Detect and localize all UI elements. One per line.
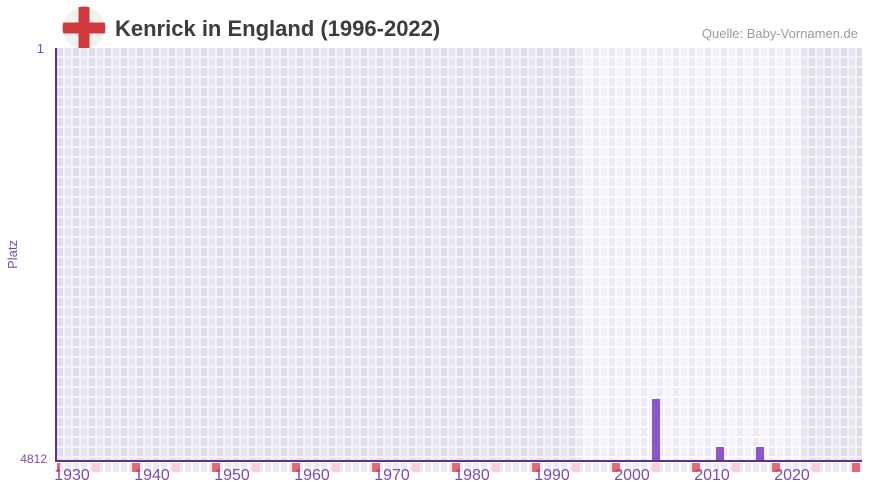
baseline-marker-red (692, 463, 700, 472)
x-tick-2020: 2020 (774, 467, 810, 484)
baseline-marker-pink (412, 463, 420, 472)
rank-bar-2011 (716, 447, 724, 460)
england-flag-icon (62, 6, 106, 50)
rank-bar-2003 (652, 399, 660, 460)
baseline-marker-red (132, 463, 140, 472)
baseline-marker-pink (652, 463, 660, 472)
x-axis-tick-labels: 1930 1940 1950 1960 1970 1980 1990 2000 2010 2020 (0, 467, 873, 489)
baseline-marker-row (57, 463, 862, 472)
baseline-marker-pink (732, 463, 740, 472)
baseline-marker-pink (172, 463, 180, 472)
x-tick-1980: 1980 (454, 467, 490, 484)
y-axis-line (55, 48, 57, 462)
x-tick-1970: 1970 (374, 467, 410, 484)
baseline-marker-red (57, 463, 60, 472)
baseline-marker-pink (332, 463, 340, 472)
x-tick-1930: 1930 (54, 467, 90, 484)
baseline-marker-pink (492, 463, 500, 472)
baseline-marker-red (772, 463, 780, 472)
x-tick-1950: 1950 (214, 467, 250, 484)
baseline-marker-red (212, 463, 220, 472)
source-credit: Quelle: Baby-Vornamen.de (701, 26, 858, 41)
x-tick-1960: 1960 (294, 467, 330, 484)
y-axis-label: Platz (4, 239, 20, 269)
x-tick-1990: 1990 (534, 467, 570, 484)
baseline-marker-red (612, 463, 620, 472)
rank-bar-2016 (756, 447, 764, 460)
baseline-marker-red (452, 463, 460, 472)
y-tick-top: 1 (36, 41, 44, 56)
baseline-marker-pink (572, 463, 580, 472)
baseline-marker-pink (252, 463, 260, 472)
baseline-marker-red (292, 463, 300, 472)
baseline-marker-red (532, 463, 540, 472)
x-axis-line (55, 460, 862, 462)
baseline-marker-pink (92, 463, 100, 472)
x-tick-2010: 2010 (694, 467, 730, 484)
baseline-marker-red (852, 463, 860, 472)
data-period-highlight-band (577, 48, 801, 460)
y-tick-bottom: 4812 (20, 452, 47, 466)
x-tick-1940: 1940 (134, 467, 170, 484)
plot-area (57, 48, 862, 460)
baseline-marker-red (372, 463, 380, 472)
x-tick-2000: 2000 (614, 467, 650, 484)
baseline-marker-pink (812, 463, 820, 472)
chart-title: Kenrick in England (1996-2022) (115, 16, 441, 41)
